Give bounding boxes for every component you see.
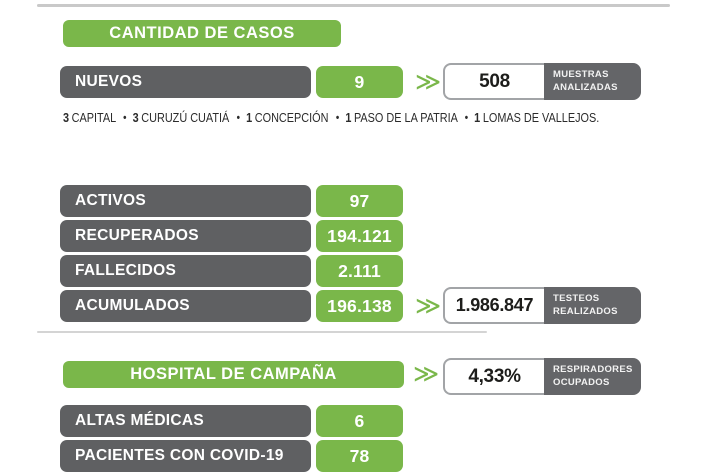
- testeos-value: 1.986.847: [443, 287, 544, 324]
- section-title-cantidad-de-casos: CANTIDAD DE CASOS: [63, 20, 341, 47]
- muestras-value: 508: [443, 63, 544, 100]
- stat-value-fallecidos: 2.111: [316, 255, 403, 287]
- muestras-label: MUESTRAS ANALIZADAS: [544, 63, 641, 100]
- section-title-label: HOSPITAL DE CAMPAÑA: [130, 365, 337, 383]
- section-divider: [37, 331, 487, 333]
- stat-label-text: NUEVOS: [75, 73, 143, 90]
- double-chevron-icon: ≫: [415, 292, 442, 320]
- testeos-label: TESTEOS REALIZADOS: [544, 287, 641, 324]
- stat-value-text: 9: [354, 71, 365, 92]
- stat-label-altas-medicas: ALTAS MÉDICAS: [60, 405, 311, 437]
- stat-label-fallecidos: FALLECIDOS: [60, 255, 311, 287]
- stat-value-activos: 97: [316, 185, 403, 217]
- stat-label-activos: ACTIVOS: [60, 185, 311, 217]
- stat-value-pacientes-covid: 78: [316, 440, 403, 472]
- stat-value-acumulados: 196.138: [316, 290, 403, 322]
- stat-label-pacientes-covid: PACIENTES CON COVID-19: [60, 440, 311, 472]
- stat-value-nuevos: 9: [316, 66, 403, 98]
- stat-label-recuperados: RECUPERADOS: [60, 220, 311, 252]
- respiradores-value: 4,33%: [443, 358, 544, 395]
- stat-label-acumulados: ACUMULADOS: [60, 290, 311, 322]
- respiradores-label: RESPIRADORES OCUPADOS: [544, 358, 641, 395]
- breakdown-item: 3 CAPITAL: [63, 111, 116, 125]
- stat-value-recuperados: 194.121: [316, 220, 403, 252]
- section-title-hospital-de-campana: HOSPITAL DE CAMPAÑA: [63, 361, 404, 388]
- section-title-label: CANTIDAD DE CASOS: [109, 24, 295, 42]
- double-chevron-icon: ≫: [415, 68, 442, 96]
- respiradores-ocupados-pill: 4,33% RESPIRADORES OCUPADOS: [443, 358, 641, 395]
- double-chevron-icon: ≫: [413, 360, 440, 388]
- muestras-analizadas-pill: 508 MUESTRAS ANALIZADAS: [443, 63, 641, 100]
- stat-label-nuevos: NUEVOS: [60, 66, 311, 98]
- testeos-realizados-pill: 1.986.847 TESTEOS REALIZADOS: [443, 287, 641, 324]
- top-divider: [37, 4, 670, 7]
- stat-value-altas-medicas: 6: [316, 405, 403, 437]
